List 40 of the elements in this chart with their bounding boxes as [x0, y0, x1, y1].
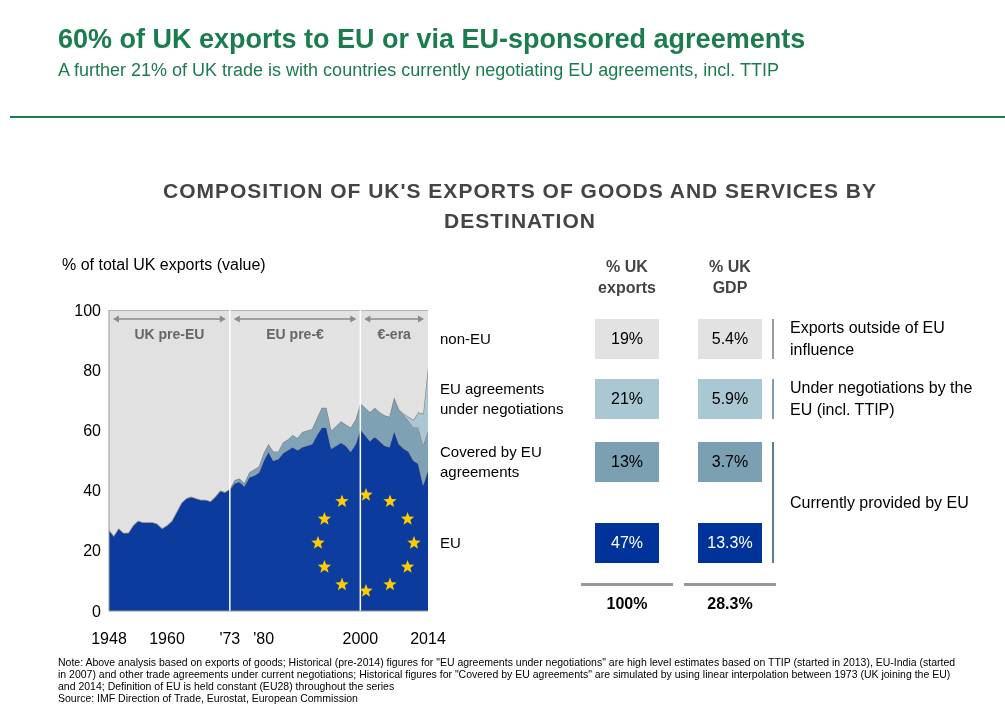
series-label: non-EU — [440, 329, 492, 349]
series-label: EU agreements under negotiations — [440, 379, 565, 419]
text: Note: Above analysis based on exports of goods; Historical (pre-2014) figures for "EU agreements under negotiations" are high level estimates based on TTIP (started in 2013), EU-India (started in 2007) and other trade agreements under current negotiations; Historical figures for "Covered by EU agreements" are simulated by using linear interpolation between 1973 (UK joining the EU) and 2014; Definition of EU is held constant (EU28) throughout the series — [58, 656, 957, 692]
data-label: 19% — [610, 330, 644, 348]
text: Currently provided by EU — [790, 492, 970, 513]
x-tick-label: 1948 — [91, 630, 127, 648]
data-label: 47% — [610, 534, 644, 552]
x-tick-label: % UK exports — [597, 257, 657, 298]
x-tick-label: '73 — [219, 630, 241, 648]
data-label: 5.9% — [711, 390, 749, 408]
y-tick-label: 100 — [74, 301, 102, 319]
band-label: EU pre-€ — [266, 326, 325, 342]
x-tick-label: 2014 — [410, 630, 446, 648]
band-label: UK pre-EU — [134, 326, 205, 342]
y-axis-title: % of total UK exports (value) — [62, 256, 266, 274]
text: 100% — [606, 595, 648, 612]
chart-title: 60% of UK exports to EU or via EU-sponsored agreements — [58, 24, 806, 55]
x-tick-label: 1960 — [149, 630, 185, 648]
x-tick-label: '80 — [253, 630, 275, 648]
data-label: 13% — [610, 453, 644, 471]
text: COMPOSITION OF UK'S EXPORTS OF GOODS AND SERVICES BY DESTINATION — [162, 178, 878, 234]
data-label: 5.4% — [711, 330, 749, 348]
y-tick-label: 20 — [83, 542, 102, 560]
y-tick-label: 0 — [92, 602, 102, 620]
text: Under negotiations by the EU (incl. TTIP) — [790, 378, 974, 420]
y-tick-label: 80 — [83, 361, 102, 379]
x-tick-label: % UK GDP — [708, 257, 752, 298]
y-tick-label: 60 — [83, 422, 102, 440]
chart-subtitle: A further 21% of UK trade is with countries currently negotiating EU agreements, incl. TTIP — [58, 60, 780, 81]
x-tick-label: 2000 — [342, 630, 379, 648]
data-label: 13.3% — [707, 534, 753, 552]
band-label: €-era — [377, 326, 412, 342]
series-label: EU — [440, 533, 462, 553]
data-label: 3.7% — [711, 453, 749, 471]
y-tick-label: 40 — [83, 482, 102, 500]
source-note: Source: IMF Direction of Trade, Eurostat, European Commission — [58, 692, 359, 704]
text: Exports outside of EU influence — [790, 318, 946, 360]
text: 28.3% — [707, 595, 753, 612]
data-label: 21% — [610, 390, 644, 408]
series-label: Covered by EU agreements — [440, 442, 543, 482]
